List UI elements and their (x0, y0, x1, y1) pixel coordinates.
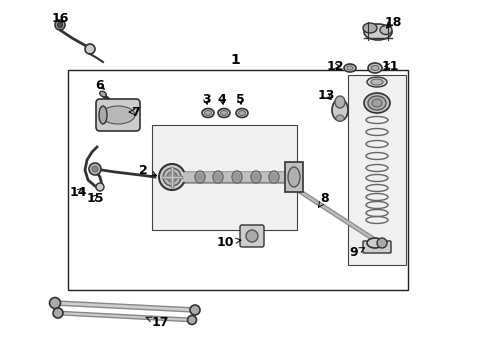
Text: 2: 2 (139, 163, 156, 176)
Ellipse shape (159, 164, 185, 190)
Circle shape (53, 308, 63, 318)
Ellipse shape (332, 99, 348, 121)
Bar (68, 70, 408, 290)
Ellipse shape (213, 171, 223, 183)
Ellipse shape (236, 108, 248, 117)
Ellipse shape (204, 111, 212, 116)
Ellipse shape (202, 108, 214, 117)
Ellipse shape (368, 63, 382, 73)
Circle shape (377, 238, 387, 248)
Ellipse shape (195, 171, 205, 183)
Text: 8: 8 (318, 192, 329, 207)
Text: 16: 16 (51, 12, 69, 24)
Ellipse shape (344, 64, 356, 72)
Ellipse shape (367, 238, 383, 248)
Circle shape (89, 163, 101, 175)
Ellipse shape (218, 108, 230, 117)
Circle shape (190, 305, 200, 315)
Ellipse shape (347, 66, 353, 70)
Bar (348, 75, 406, 265)
Circle shape (188, 315, 196, 324)
Text: 10: 10 (216, 235, 241, 248)
FancyBboxPatch shape (363, 241, 391, 253)
Text: 1: 1 (230, 53, 240, 67)
FancyBboxPatch shape (240, 225, 264, 247)
Ellipse shape (253, 174, 259, 180)
Ellipse shape (220, 111, 227, 116)
Text: 7: 7 (131, 105, 139, 118)
Ellipse shape (167, 172, 177, 182)
Ellipse shape (234, 174, 240, 180)
Ellipse shape (367, 77, 387, 87)
Ellipse shape (232, 171, 242, 183)
FancyBboxPatch shape (96, 99, 140, 131)
Ellipse shape (99, 106, 107, 124)
Text: 4: 4 (218, 93, 226, 105)
Ellipse shape (163, 168, 181, 186)
Text: 11: 11 (381, 59, 399, 72)
Ellipse shape (100, 91, 106, 97)
Ellipse shape (364, 24, 392, 40)
Text: 12: 12 (326, 59, 344, 72)
Ellipse shape (288, 167, 300, 187)
Ellipse shape (239, 111, 245, 116)
Bar (285, 162, 303, 192)
Text: 3: 3 (202, 93, 210, 105)
Ellipse shape (363, 23, 377, 33)
Ellipse shape (368, 96, 386, 110)
Ellipse shape (251, 171, 261, 183)
Ellipse shape (197, 174, 203, 180)
Text: 6: 6 (96, 78, 104, 91)
Circle shape (96, 183, 104, 191)
Text: 13: 13 (318, 89, 335, 102)
Circle shape (49, 297, 60, 309)
Ellipse shape (336, 115, 344, 121)
Text: 5: 5 (236, 93, 245, 105)
Circle shape (85, 44, 95, 54)
Ellipse shape (372, 99, 382, 107)
Bar (152, 125, 297, 230)
Ellipse shape (380, 26, 392, 35)
Circle shape (92, 166, 98, 172)
Ellipse shape (271, 174, 277, 180)
Ellipse shape (101, 106, 135, 124)
Ellipse shape (371, 79, 383, 85)
Text: 17: 17 (146, 316, 169, 329)
Text: 9: 9 (350, 247, 365, 260)
Text: 15: 15 (86, 192, 104, 204)
Circle shape (55, 20, 65, 30)
Circle shape (246, 230, 258, 242)
Ellipse shape (371, 66, 379, 71)
Ellipse shape (364, 93, 390, 113)
Ellipse shape (269, 171, 279, 183)
Ellipse shape (215, 174, 221, 180)
Circle shape (57, 23, 63, 27)
Text: 18: 18 (384, 15, 402, 28)
Text: 14: 14 (69, 185, 87, 198)
Ellipse shape (335, 96, 345, 108)
